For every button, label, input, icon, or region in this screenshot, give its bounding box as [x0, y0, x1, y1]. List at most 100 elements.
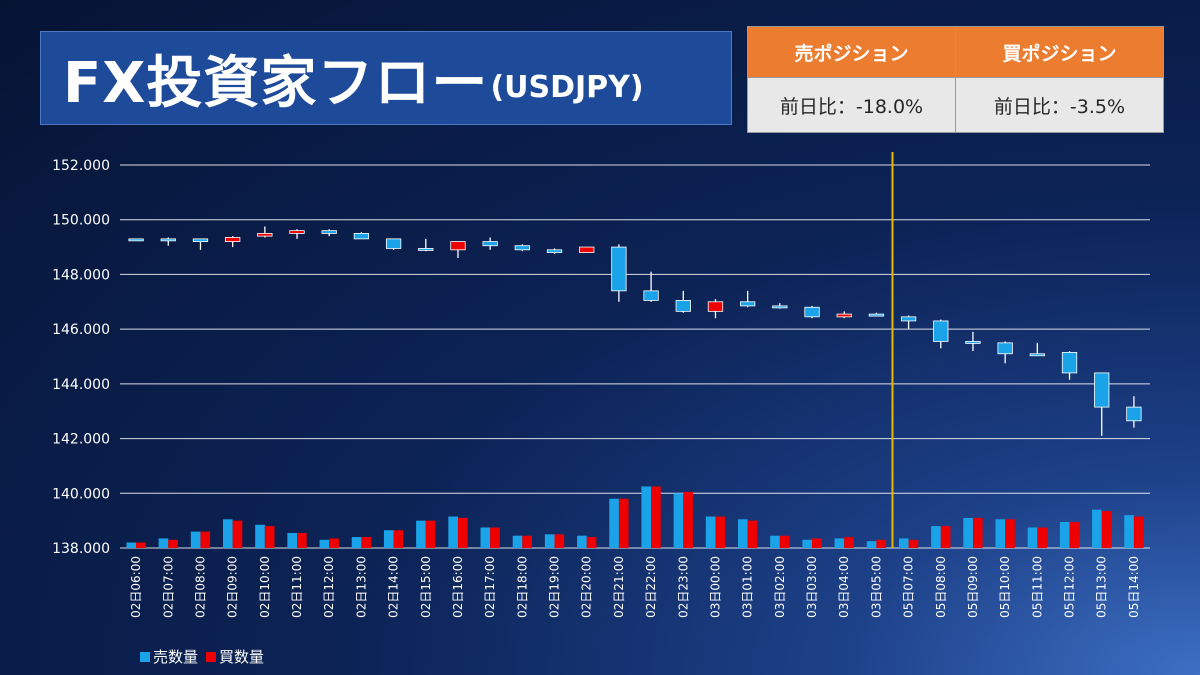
sell-volume-bar	[416, 520, 426, 548]
legend-label-sell: 売数量	[153, 648, 199, 666]
y-tick-label: 148.000	[52, 267, 110, 283]
buy-volume-bar	[1005, 519, 1015, 548]
buy-volume-bar	[940, 526, 951, 548]
candle-body	[900, 316, 917, 322]
sell-volume-bar	[802, 539, 813, 548]
x-tick-label: 05日13:00	[1095, 556, 1109, 618]
sell-volume-bar	[866, 541, 877, 548]
y-tick-label: 138.000	[52, 541, 110, 557]
title-box: FX投資家フロー (USDJPY)	[40, 31, 732, 125]
candle-body	[772, 305, 788, 309]
candle-body	[192, 238, 209, 243]
x-tick-label: 02日11:00	[290, 556, 304, 618]
sell-volume-bar	[351, 537, 362, 548]
candle-body	[289, 230, 305, 234]
sell-volume-bar	[1124, 515, 1134, 548]
sell-volume-bar	[158, 538, 169, 548]
buy-volume-bar	[618, 498, 629, 548]
sell-volume-bar	[963, 517, 973, 548]
candle-body	[257, 232, 273, 237]
x-tick-label: 02日21:00	[612, 556, 626, 618]
candle-body	[1094, 372, 1110, 408]
buy-volume-bar	[876, 539, 887, 548]
buy-volume-bar	[329, 538, 339, 548]
sell-volume-bar	[898, 538, 909, 548]
buy-volume-bar	[1037, 527, 1047, 548]
x-tick-label: 05日10:00	[998, 556, 1012, 618]
sell-volume-bar	[577, 535, 587, 548]
candle-body	[514, 245, 530, 251]
sell-volume-bar	[641, 486, 652, 548]
y-tick-label: 140.000	[52, 486, 110, 502]
x-tick-label: 02日18:00	[515, 556, 529, 618]
buy-volume-bar	[1133, 516, 1144, 548]
sell-position-header: 売ポジション	[747, 26, 956, 78]
x-tick-label: 02日08:00	[193, 556, 207, 618]
x-tick-label: 02日16:00	[451, 556, 465, 618]
sell-volume-bar	[190, 531, 201, 548]
buy-volume-bar	[200, 531, 211, 548]
x-tick-label: 03日03:00	[805, 556, 819, 618]
buy-volume-bar	[779, 535, 790, 548]
page-subtitle: (USDJPY)	[490, 69, 644, 105]
candle-body	[933, 320, 949, 342]
candle-body	[385, 238, 402, 249]
x-tick-label: 05日09:00	[966, 556, 980, 618]
buy-volume-bar	[264, 526, 275, 548]
sell-volume-bar	[931, 526, 941, 548]
x-tick-label: 02日15:00	[419, 556, 433, 618]
candle-body	[836, 313, 852, 318]
x-tick-label: 05日11:00	[1030, 556, 1044, 618]
candle-body	[1061, 351, 1078, 374]
sell-position-change: 前日比：-18.0%	[747, 77, 956, 133]
x-tick-label: 02日14:00	[387, 556, 401, 618]
sell-volume-bar	[480, 527, 491, 548]
x-tick-label: 05日12:00	[1063, 556, 1077, 618]
buy-volume-bar	[747, 520, 758, 548]
sell-volume-bar	[705, 516, 716, 548]
candle-body	[740, 301, 756, 307]
x-tick-label: 02日19:00	[548, 556, 562, 618]
candle-body	[321, 230, 337, 234]
candle-body	[482, 241, 498, 247]
candle-body	[997, 342, 1013, 355]
legend-swatch-buy	[206, 651, 217, 662]
x-tick-label: 02日09:00	[226, 556, 240, 618]
sell-volume-bar	[770, 535, 780, 548]
buy-volume-bar	[554, 534, 565, 548]
sell-volume-bar	[512, 535, 523, 548]
legend-item-buy: 買数量	[206, 646, 264, 667]
buy-volume-bar	[136, 542, 146, 548]
sell-volume-bar	[1059, 522, 1070, 548]
buy-volume-bar	[490, 527, 500, 548]
buy-volume-bar	[232, 520, 243, 548]
position-table: 売ポジション 買ポジション 前日比：-18.0% 前日比：-3.5%	[747, 26, 1164, 133]
candle-body	[675, 300, 691, 312]
candle-body	[643, 290, 659, 301]
candle-body	[1126, 406, 1142, 422]
buy-volume-bar	[457, 517, 468, 548]
buy-volume-bar	[844, 537, 854, 548]
buy-volume-bar	[168, 539, 178, 548]
x-tick-label: 05日08:00	[934, 556, 948, 618]
candle-body	[418, 248, 434, 251]
legend-item-sell: 売数量	[140, 646, 198, 667]
x-tick-label: 02日07:00	[161, 556, 175, 618]
x-tick-label: 02日10:00	[258, 556, 272, 618]
buy-volume-bar	[522, 535, 532, 548]
buy-position-header: 買ポジション	[955, 26, 1164, 78]
candle-body	[868, 313, 885, 317]
sell-volume-bar	[673, 493, 684, 548]
candle-body	[353, 232, 370, 240]
candle-body	[225, 237, 241, 243]
buy-volume-bar	[393, 530, 404, 548]
sell-volume-bar	[544, 534, 555, 548]
buy-volume-bar	[1101, 511, 1112, 548]
buy-position-change: 前日比：-3.5%	[955, 77, 1164, 133]
x-tick-label: 02日17:00	[483, 556, 497, 618]
y-tick-label: 144.000	[52, 377, 110, 393]
legend-swatch-sell	[140, 651, 150, 662]
sell-volume-bar	[1092, 509, 1102, 548]
x-tick-label: 02日22:00	[644, 556, 658, 618]
